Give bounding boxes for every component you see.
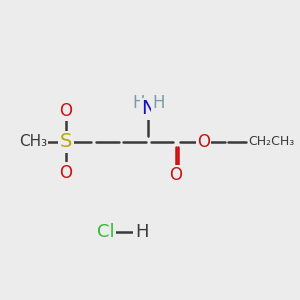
Text: CH₃: CH₃ bbox=[19, 134, 47, 149]
Text: H: H bbox=[135, 224, 148, 242]
Text: O: O bbox=[59, 164, 73, 181]
Text: H: H bbox=[152, 94, 165, 112]
Text: CH₂CH₃: CH₂CH₃ bbox=[249, 135, 295, 148]
Text: S: S bbox=[60, 132, 72, 151]
Text: O: O bbox=[59, 102, 73, 120]
Text: Cl: Cl bbox=[97, 224, 115, 242]
Text: N: N bbox=[141, 99, 156, 118]
Text: O: O bbox=[197, 133, 210, 151]
Text: O: O bbox=[169, 166, 182, 184]
Text: H: H bbox=[132, 94, 145, 112]
